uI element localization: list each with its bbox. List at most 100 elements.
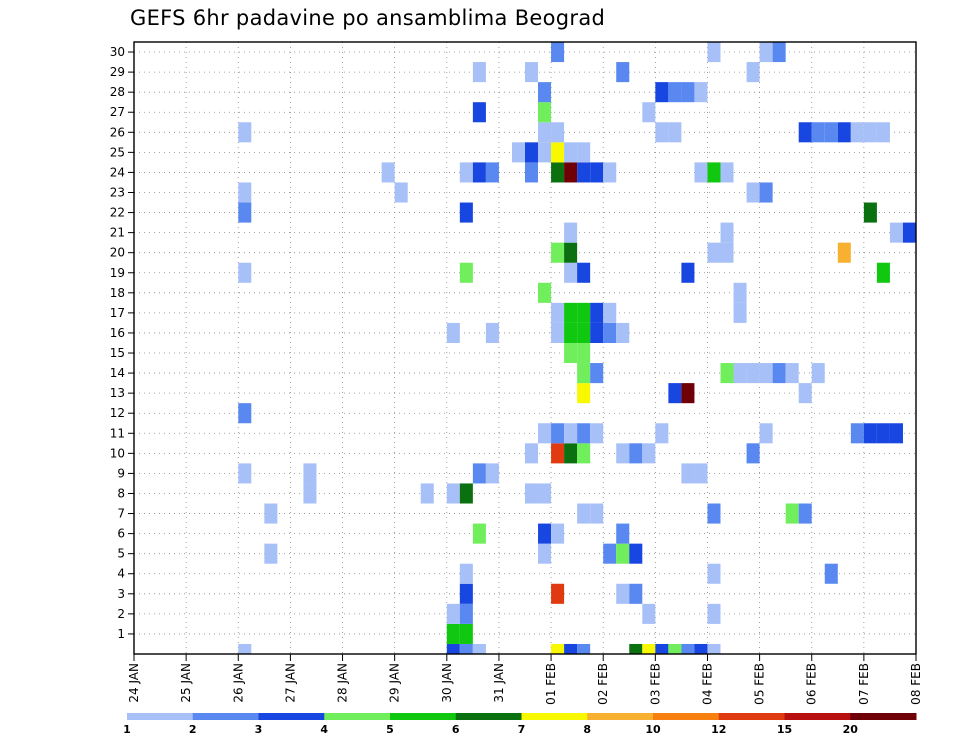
- data-cell: [551, 42, 565, 63]
- data-cell: [472, 523, 486, 544]
- data-cell: [616, 322, 630, 343]
- y-tick-label: 5: [117, 547, 125, 561]
- y-tick-label: 19: [110, 266, 125, 280]
- data-cell: [603, 322, 617, 343]
- data-cell: [629, 583, 643, 604]
- y-tick-label: 23: [110, 185, 125, 199]
- data-cell: [525, 443, 539, 464]
- data-cell: [538, 543, 552, 564]
- data-cell: [551, 643, 565, 654]
- data-cell: [577, 302, 591, 323]
- data-cell: [863, 202, 877, 223]
- y-tick-label: 17: [110, 306, 125, 320]
- data-cell: [525, 62, 539, 83]
- x-tick-label: 02 FEB: [596, 663, 610, 705]
- data-cell: [785, 503, 799, 524]
- x-tick-label: 31 JAN: [492, 663, 506, 703]
- legend-label: 12: [711, 723, 726, 736]
- data-cell: [655, 643, 669, 654]
- data-cell: [642, 643, 656, 654]
- data-cell: [238, 122, 252, 143]
- y-tick-label: 16: [110, 326, 125, 340]
- data-cell: [798, 383, 812, 404]
- y-tick-label: 15: [110, 346, 125, 360]
- data-cell: [746, 62, 760, 83]
- x-tick-label: 04 FEB: [700, 663, 714, 705]
- data-cell: [681, 383, 695, 404]
- data-cell: [681, 262, 695, 283]
- data-cell: [577, 643, 591, 654]
- plot-border: [133, 41, 917, 655]
- data-cell: [590, 363, 604, 384]
- data-cell: [642, 443, 656, 464]
- legend-label: 4: [320, 723, 328, 736]
- y-tick-label: 25: [110, 145, 125, 159]
- data-cell: [485, 463, 499, 484]
- data-cell: [446, 483, 460, 504]
- y-tick-label: 26: [110, 125, 125, 139]
- data-cell: [564, 342, 578, 364]
- data-cell: [577, 322, 591, 343]
- data-cell: [577, 503, 591, 524]
- data-cell: [564, 162, 578, 183]
- data-cell: [655, 423, 669, 444]
- data-cell: [577, 383, 591, 404]
- data-cell: [876, 122, 890, 143]
- data-cell: [525, 142, 539, 163]
- data-cell: [694, 82, 708, 103]
- data-cell: [538, 142, 552, 163]
- data-cell: [303, 483, 317, 504]
- x-tick-label: 06 FEB: [805, 663, 819, 705]
- y-tick-label: 22: [110, 206, 125, 220]
- legend-label: 1: [123, 723, 131, 736]
- data-cell: [811, 363, 825, 384]
- x-tick-label: 26 JAN: [231, 663, 245, 703]
- data-cell: [564, 322, 578, 343]
- data-cell: [772, 42, 786, 63]
- data-cell: [564, 242, 578, 263]
- y-tick-label: 20: [110, 246, 125, 260]
- data-cell: [551, 242, 565, 263]
- y-tick-label: 18: [110, 286, 125, 300]
- y-tick-label: 10: [110, 446, 125, 460]
- data-cell: [629, 543, 643, 564]
- data-cell: [577, 443, 591, 464]
- y-tick-label: 2: [117, 607, 125, 621]
- y-tick-label: 7: [117, 507, 125, 521]
- data-cell: [459, 603, 473, 624]
- data-cell: [694, 643, 708, 654]
- data-cell: [264, 543, 278, 564]
- data-cell: [642, 603, 656, 624]
- data-cell: [681, 643, 695, 654]
- data-cell: [837, 242, 851, 263]
- data-cell: [472, 102, 486, 123]
- data-cell: [459, 262, 473, 283]
- data-cells: [238, 42, 916, 654]
- data-cell: [720, 222, 734, 243]
- data-cell: [694, 463, 708, 484]
- data-cell: [590, 503, 604, 524]
- data-cell: [538, 423, 552, 444]
- data-cell: [876, 262, 890, 283]
- data-cell: [551, 322, 565, 343]
- data-cell: [668, 82, 682, 103]
- grid-lines: [134, 42, 916, 654]
- data-cell: [538, 483, 552, 504]
- chart-title: GEFS 6hr padavine po ansamblima Beograd: [130, 6, 606, 30]
- y-tick-label: 27: [110, 105, 125, 119]
- y-tick-label: 9: [117, 466, 125, 480]
- data-cell: [577, 342, 591, 364]
- data-cell: [707, 42, 721, 63]
- x-tick-label: 29 JAN: [388, 663, 402, 703]
- data-cell: [720, 242, 734, 263]
- data-cell: [590, 162, 604, 183]
- data-cell: [889, 222, 903, 243]
- data-cell: [590, 302, 604, 323]
- data-cell: [616, 62, 630, 83]
- data-cell: [551, 583, 565, 604]
- legend-swatch: [192, 713, 259, 720]
- legend-swatch: [455, 713, 522, 720]
- data-cell: [446, 603, 460, 624]
- data-cell: [551, 423, 565, 444]
- data-cell: [759, 182, 773, 203]
